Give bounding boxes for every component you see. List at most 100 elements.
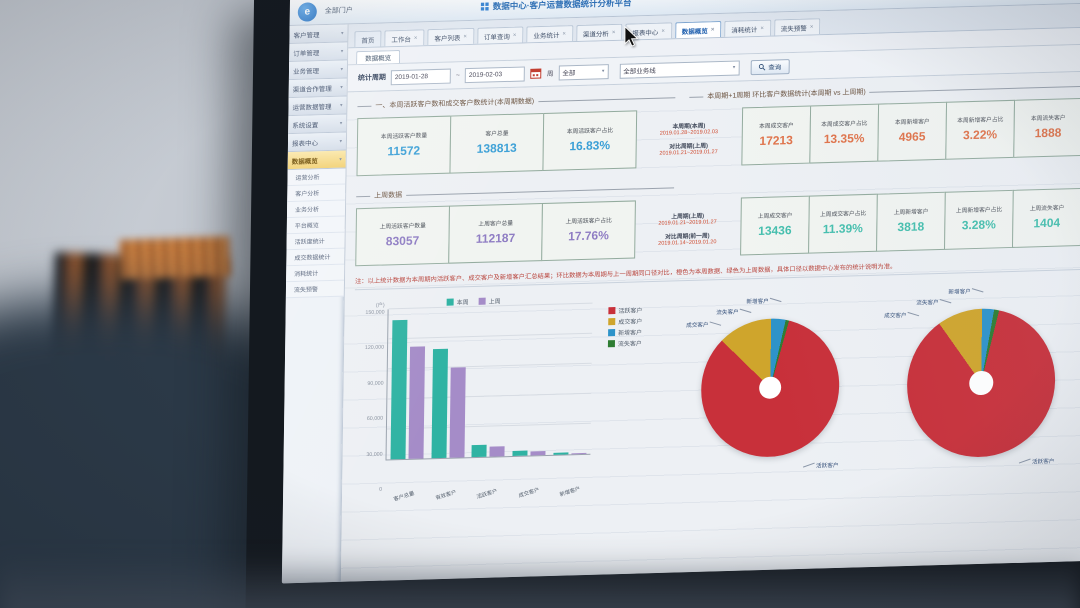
bar-legend-item[interactable]: 上周 [478, 296, 501, 306]
chevron-icon: ▾ [339, 156, 342, 163]
pie-callout: 成交客户 [686, 320, 722, 329]
tab-6[interactable]: 数据概览 × [674, 20, 722, 39]
stat-cell-label: 本周活跃客户数量 [380, 132, 428, 141]
tilde: ~ [455, 71, 460, 79]
stat-cell-label: 客户总量 [485, 130, 509, 138]
stat-cell-value: 4965 [898, 129, 926, 145]
bar-group [509, 450, 550, 456]
stat-cell-label: 本周新增客户占比 [957, 116, 1004, 125]
pie-callout: 活跃客户 [802, 461, 838, 470]
sidebar-item-8[interactable]: 运营分析 [287, 168, 346, 187]
bar-上周[interactable] [489, 446, 506, 457]
sidebar-item-label: 业务管理 [292, 67, 320, 76]
bar-上周[interactable] [449, 367, 466, 458]
close-icon[interactable]: × [413, 34, 418, 42]
stat-cell-label: 本周成交客户占比 [821, 120, 868, 128]
bar-本周[interactable] [512, 450, 528, 456]
period-range: 2019.01.21~2019.01.27 [658, 218, 717, 227]
sidebar-item-5[interactable]: 系统设置 ▾ [288, 114, 347, 135]
pie-chart-last: 新增客户 流失客户 成交客户 活跃客户 [868, 277, 1080, 499]
tab-1[interactable]: 客户列表 × [427, 27, 474, 46]
date-to-input[interactable] [464, 65, 525, 83]
bar-上周[interactable] [571, 452, 587, 455]
close-icon[interactable]: × [760, 25, 764, 32]
sidebar-item-13[interactable]: 成交数据统计 [286, 248, 345, 267]
tab-8[interactable]: 流失预警 × [773, 18, 821, 36]
portal-label: 全部门户 [324, 7, 353, 16]
bar-legend-item[interactable]: 本周 [446, 297, 469, 307]
pie-callout: 新增客户 [948, 287, 984, 296]
stat-cell-label: 上周成交客户 [757, 212, 793, 220]
bar-本周[interactable] [431, 348, 448, 459]
date-from-input[interactable] [390, 68, 451, 85]
close-icon[interactable]: × [463, 33, 467, 40]
chevron-icon: ▾ [340, 48, 344, 55]
sidebar-item-label: 订单管理 [293, 49, 320, 58]
sidebar-item-11[interactable]: 平台概览 [286, 216, 345, 235]
y-axis-tick: 30,000 [366, 451, 383, 458]
tab-2[interactable]: 订单查询 × [476, 26, 524, 44]
pie-legend: 活跃客户 成交客户 新增客户 流失客户 [606, 289, 687, 506]
bar-上周[interactable] [530, 450, 546, 456]
legend-swatch [608, 307, 616, 315]
tab-0[interactable]: 工作台 × [384, 29, 425, 47]
sidebar-item-12[interactable]: 活跃度统计 [286, 232, 345, 251]
bar-上周[interactable] [408, 346, 425, 459]
chevron-down-icon: ▾ [732, 64, 736, 71]
sidebar-item-2[interactable]: 业务管理 ▾ [288, 60, 348, 81]
section-title-last: 上周数据 [374, 191, 403, 200]
stat-cell: 上周客户总量 112187 [448, 203, 543, 264]
sidebar-item-4[interactable]: 运营数据管理 ▾ [288, 96, 347, 117]
tab-7[interactable]: 消耗统计 × [724, 19, 771, 37]
bar-本周[interactable] [471, 445, 488, 458]
chevron-down-icon: ▾ [601, 68, 605, 75]
pie-last[interactable] [906, 306, 1057, 459]
pie-chart-current: 新增客户 流失客户 成交客户 活跃客户 [684, 284, 871, 504]
stat-cell: 本周活跃客户数量 11572 [356, 115, 452, 177]
stat-cell-value: 3.28% [961, 217, 996, 233]
close-icon[interactable]: × [611, 29, 616, 36]
tab-home[interactable]: 首页 [354, 30, 382, 48]
tab-label: 首页 [361, 37, 375, 45]
stat-cell: 本周新增客户 4965 [877, 101, 948, 162]
close-icon[interactable]: × [710, 26, 715, 33]
stat-cell-value: 112187 [475, 231, 516, 247]
dashboard-panel: 一、本周活跃客户数和成交客户数统计(本周期数据) 本周期+1周期 环比客户数据统… [340, 71, 1080, 582]
granularity-select[interactable]: 全部 ▾ [558, 63, 609, 81]
calendar-icon[interactable] [530, 67, 542, 79]
sidebar-item-3[interactable]: 渠道合作管理 ▾ [288, 78, 347, 99]
pie-current[interactable] [700, 316, 841, 459]
sidebar-item-9[interactable]: 客户分析 [287, 184, 346, 203]
close-icon[interactable]: × [661, 28, 665, 35]
bar-y-axis-label: (户) [375, 302, 385, 309]
bar-本周[interactable] [390, 320, 408, 460]
close-icon[interactable]: × [562, 30, 566, 37]
tab-label: 客户列表 [434, 34, 461, 43]
chevron-icon: ▾ [340, 66, 344, 73]
tab-label: 业务统计 [533, 31, 560, 40]
tab-label: 工作台 [391, 36, 411, 44]
stat-cell-value: 16.83% [569, 138, 611, 154]
bar-本周[interactable] [553, 452, 569, 455]
period-block: 对比周期(上周) 2019.01.21~2019.01.27 [646, 139, 732, 156]
tab-label: 消耗统计 [731, 26, 758, 35]
business-line-select[interactable]: 全部业务线 ▾ [619, 59, 740, 79]
close-icon[interactable]: × [809, 23, 814, 31]
sidebar-item-15[interactable]: 流失预警 [285, 280, 345, 299]
tab-3[interactable]: 业务统计 × [526, 25, 573, 43]
sidebar-item-6[interactable]: 报表中心 ▾ [287, 132, 347, 153]
sidebar-item-7[interactable]: 数据概览 ▾ [287, 150, 346, 171]
sidebar-item-14[interactable]: 消耗统计 [286, 264, 345, 283]
close-icon[interactable]: × [512, 32, 517, 39]
stat-cell-label: 上周客户总量 [478, 220, 514, 228]
chevron-icon: ▾ [339, 120, 343, 127]
breadcrumb[interactable]: 数据概览 [356, 49, 401, 65]
sidebar-item-0[interactable]: 客户管理 ▾ [289, 24, 348, 45]
pencil-cup [119, 236, 231, 280]
stat-cell-label: 本周新增客户 [894, 118, 930, 126]
search-button[interactable]: 查询 [750, 58, 790, 75]
sidebar-item-10[interactable]: 业务分析 [286, 200, 346, 219]
tab-4[interactable]: 渠道分析 × [575, 23, 623, 42]
sidebar-item-1[interactable]: 订单管理 ▾ [289, 42, 348, 63]
pie-legend-item[interactable]: 流失客户 [607, 336, 686, 349]
